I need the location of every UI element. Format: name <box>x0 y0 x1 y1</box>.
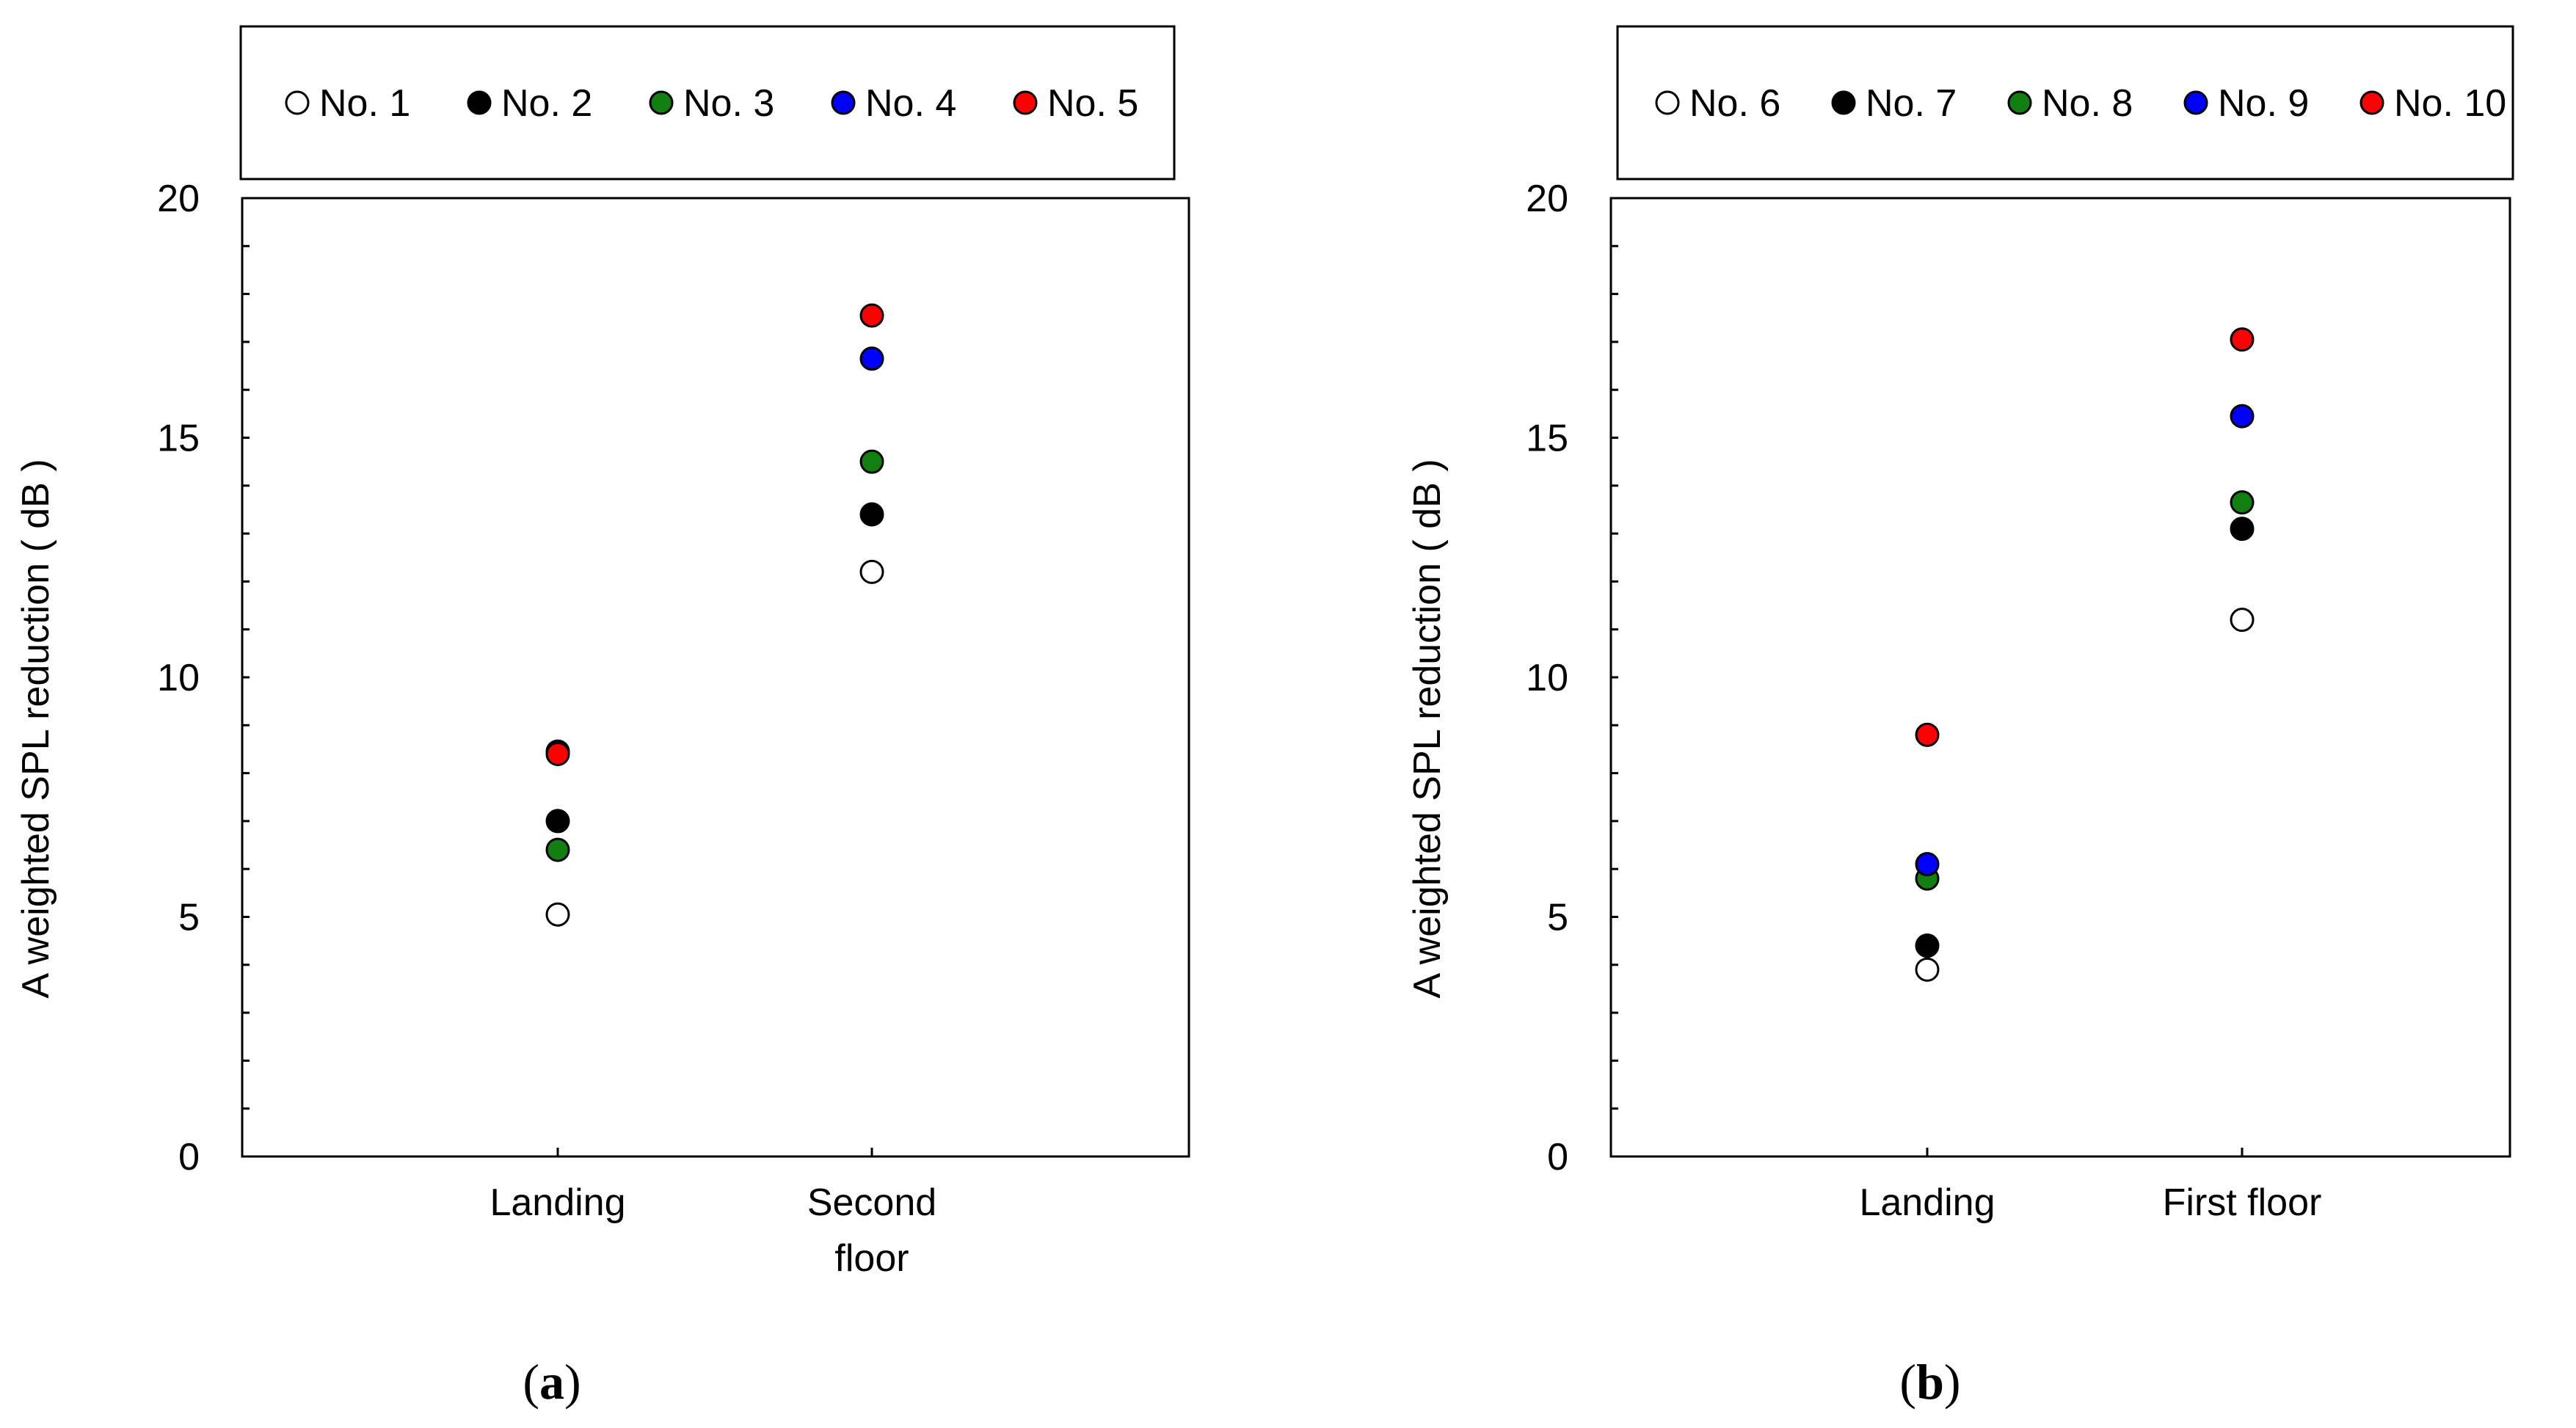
legend-marker-no-4 <box>831 90 856 115</box>
point-no-8-floor <box>2230 490 2255 515</box>
point-no-6-floor <box>2230 608 2255 633</box>
legend-label: No. 6 <box>1689 82 1780 125</box>
point-no-3-floor <box>859 449 884 474</box>
legend-marker-no-9 <box>2183 90 2208 115</box>
point-no-7-landing <box>1915 933 1940 958</box>
chart-panel-a: No. 1 No. 2 No. 3 No. 4 No. 5 0 5 10 15 20 A weigh… <box>15 25 1190 1410</box>
point-no-10-floor <box>2230 327 2255 352</box>
x-tick-label: First floor <box>2163 1181 2322 1224</box>
x-tick-label: Landing <box>1859 1181 1995 1224</box>
y-tick-label: 15 <box>1526 418 1568 460</box>
point-no-9-landing <box>1915 852 1940 877</box>
legend-label: No. 5 <box>1047 82 1138 125</box>
point-no-4-floor <box>859 346 884 371</box>
y-tick-label: 15 <box>157 418 200 460</box>
legend-label: No. 2 <box>501 82 592 125</box>
legend-marker-no-2 <box>467 90 492 115</box>
point-no-5-landing <box>545 741 570 766</box>
point-no-5-floor <box>859 303 884 328</box>
legend-label: No. 9 <box>2218 82 2309 125</box>
point-no-1-floor <box>859 559 884 584</box>
y-tick-label: 5 <box>178 897 200 939</box>
y-axis-label: A weighted SPL reduction ( dB ) <box>15 459 57 998</box>
legend-marker-no-8 <box>2007 90 2032 115</box>
point-no-6-landing <box>1915 957 1940 982</box>
legend-label: No. 3 <box>683 82 774 125</box>
point-no-2-landing <box>545 809 570 834</box>
point-no-3-landing <box>545 837 570 862</box>
legend-marker-no-5 <box>1013 90 1038 115</box>
y-tick-label: 0 <box>178 1136 200 1179</box>
panel-caption: (b) <box>1899 1354 1960 1410</box>
y-axis-label: A weighted SPL reduction ( dB ) <box>1406 459 1449 998</box>
point-no-1-landing <box>545 902 570 927</box>
y-tick-label: 10 <box>157 657 200 699</box>
plot-area <box>1609 197 2511 1158</box>
legend-label: No. 4 <box>865 82 956 125</box>
legend-label: No. 7 <box>1866 82 1957 125</box>
point-no-10-landing <box>1915 722 1940 747</box>
legend-marker-no-3 <box>649 90 674 115</box>
x-tick-label: Second floor <box>807 1181 936 1280</box>
legend-label: No. 1 <box>319 82 410 125</box>
chart-panel-b: No. 6 No. 7 No. 8 No. 9 No. 10 0 5 10 15 20 A weig… <box>1406 25 2514 1410</box>
y-tick-label: 0 <box>1547 1136 1568 1179</box>
y-tick-label: 20 <box>157 178 200 220</box>
point-no-9-floor <box>2230 404 2255 429</box>
legend-label: No. 8 <box>2042 82 2133 125</box>
point-no-7-floor <box>2230 517 2255 542</box>
legend-marker-no-7 <box>1831 90 1856 115</box>
y-tick-label: 5 <box>1547 897 1568 939</box>
legend-label: No. 10 <box>2394 82 2506 125</box>
panel-caption: (a) <box>523 1354 581 1410</box>
plot-area <box>241 197 1190 1158</box>
y-tick-label: 20 <box>1526 178 1568 220</box>
x-tick-label: Landing <box>490 1181 625 1224</box>
point-no-2-floor <box>859 502 884 527</box>
legend-marker-no-6 <box>1655 90 1680 115</box>
legend-marker-no-10 <box>2359 90 2384 115</box>
y-tick-label: 10 <box>1526 657 1568 699</box>
legend-marker-no-1 <box>285 90 310 115</box>
